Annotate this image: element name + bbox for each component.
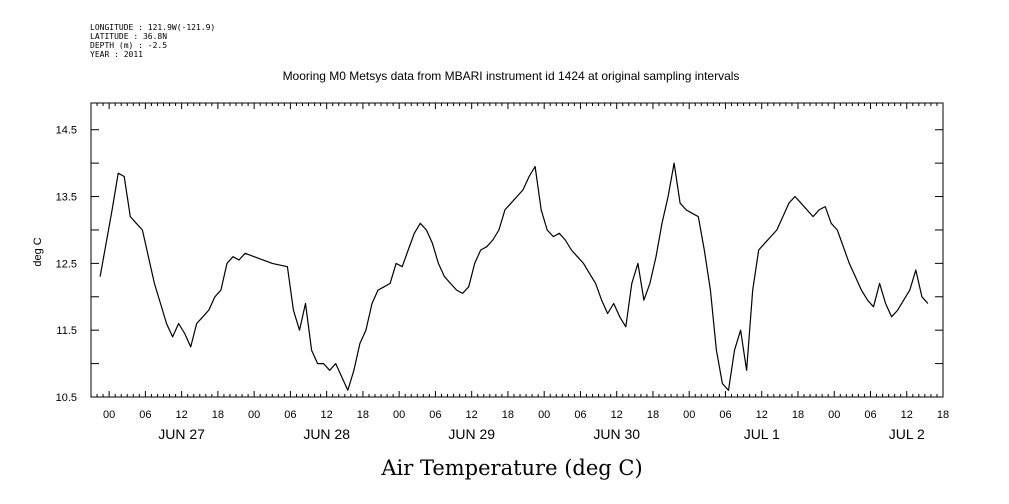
- x-tick-label: 12: [321, 409, 333, 421]
- x-tick-label: 00: [828, 409, 840, 421]
- x-tick-label: 06: [139, 409, 151, 421]
- x-tick-label: 12: [466, 409, 478, 421]
- year-label: YEAR : 2011: [90, 50, 143, 59]
- series-line: [99, 162, 929, 391]
- x-tick-label: 18: [647, 409, 659, 421]
- x-day-label: JUN 29: [448, 426, 495, 442]
- x-tick-label: 12: [756, 409, 768, 421]
- chart-title: Mooring M0 Metsys data from MBARI instru…: [283, 69, 740, 83]
- x-tick-label: 18: [937, 409, 949, 421]
- x-tick-label: 12: [611, 409, 623, 421]
- x-tick-label: 06: [429, 409, 441, 421]
- x-day-label: JUN 27: [158, 426, 205, 442]
- x-tick-label: 06: [574, 409, 586, 421]
- axis-labels: 00 06 12 18 00 06 12 18 00 06 12 18 00 06 12 18 00 06 12 18…: [56, 125, 950, 442]
- x-day-label: JUL 2: [889, 426, 925, 442]
- x-tick-label: 18: [502, 409, 514, 421]
- x-tick-label: 18: [357, 409, 369, 421]
- x-tick-label: 00: [538, 409, 550, 421]
- x-tick-label: 18: [212, 409, 224, 421]
- x-tick-label: 18: [792, 409, 804, 421]
- x-tick-label: 00: [248, 409, 260, 421]
- depth-label: DEPTH (m) : -2.5: [90, 41, 167, 50]
- plot-frame: [90, 102, 944, 398]
- x-tick-label: 06: [719, 409, 731, 421]
- x-tick-label: 00: [393, 409, 405, 421]
- x-day-label: JUN 28: [303, 426, 350, 442]
- x-tick-label: 12: [901, 409, 913, 421]
- x-day-label: JUN 30: [593, 426, 640, 442]
- x-tick-label: 06: [864, 409, 876, 421]
- y-tick-label: 11.5: [56, 325, 77, 337]
- x-tick-label: 12: [176, 409, 188, 421]
- x-tick-label: 00: [683, 409, 695, 421]
- y-tick-label: 12.5: [56, 258, 77, 270]
- y-tick-label: 14.5: [56, 125, 77, 137]
- latitude-label: LATITUDE : 36.8N: [90, 32, 167, 41]
- x-axis-label: Air Temperature (deg C): [380, 456, 642, 480]
- x-tick-label: 00: [103, 409, 115, 421]
- y-tick-label: 10.5: [56, 392, 77, 404]
- x-tick-label: 06: [284, 409, 296, 421]
- data-series: [99, 162, 929, 391]
- x-day-label: JUL 1: [744, 426, 780, 442]
- axis-ticks: [90, 103, 944, 398]
- y-tick-label: 13.5: [56, 192, 77, 204]
- longitude-label: LONGITUDE : 121.9W(-121.9): [90, 23, 215, 32]
- y-axis-label: deg C: [32, 237, 44, 266]
